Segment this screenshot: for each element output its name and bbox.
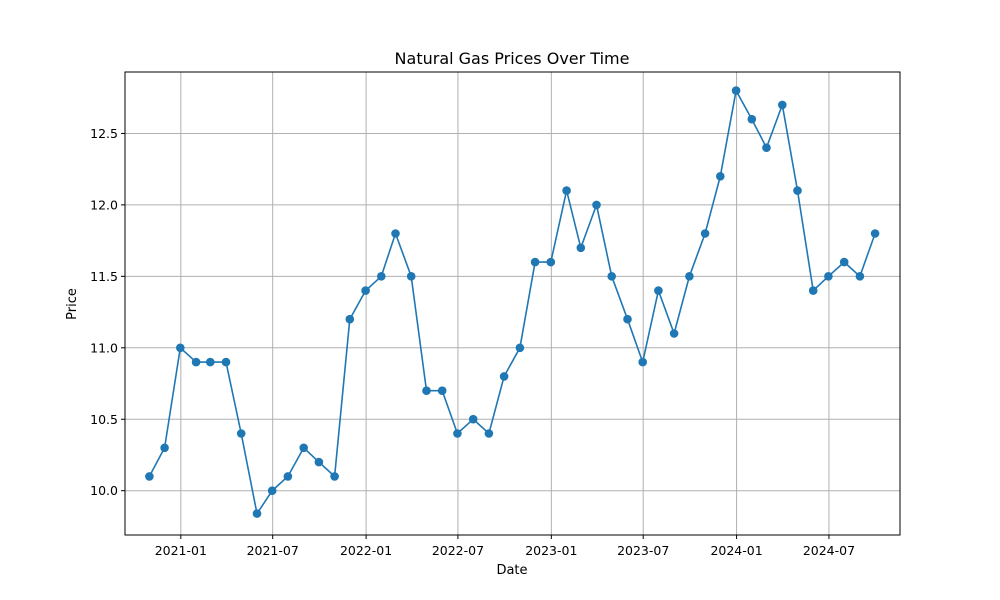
data-point <box>700 229 710 238</box>
data-point <box>377 272 386 281</box>
data-point <box>437 386 447 396</box>
data-point <box>576 243 586 253</box>
data-point <box>206 357 215 367</box>
data-point <box>808 286 818 295</box>
data-point <box>191 357 201 367</box>
data-point <box>453 429 462 438</box>
data-point <box>778 100 787 110</box>
data-point <box>638 357 647 367</box>
series-line <box>148 88 876 516</box>
data-point <box>391 229 400 238</box>
data-point <box>283 472 293 481</box>
data-point <box>252 509 262 518</box>
data-point <box>145 472 154 481</box>
data-point <box>623 314 632 324</box>
data-point <box>422 386 431 396</box>
data-point <box>654 286 663 295</box>
data-point <box>669 329 679 338</box>
y-axis-label: Price <box>65 288 80 320</box>
data-point <box>824 272 833 281</box>
x-axis-label: Date <box>496 563 527 578</box>
data-point <box>562 186 571 195</box>
data-point <box>731 86 741 95</box>
data-point <box>839 257 849 267</box>
grid-lines <box>125 72 900 535</box>
chart-title: Natural Gas Prices Over Time <box>395 49 630 68</box>
data-point <box>299 443 309 453</box>
x-tick-label: 2022-01 <box>340 543 392 558</box>
y-tick-label: 12.5 <box>90 126 118 141</box>
data-point <box>160 443 169 453</box>
plot-frame <box>124 71 901 536</box>
data-point <box>499 372 509 381</box>
data-point <box>484 429 494 438</box>
x-tick-label: 2021-01 <box>155 543 207 558</box>
y-tick-label: 10.0 <box>90 483 118 498</box>
data-points <box>145 86 880 518</box>
data-point <box>267 486 277 496</box>
data-point <box>176 343 185 353</box>
data-point <box>221 357 231 367</box>
x-tick-label: 2021-07 <box>247 543 299 558</box>
data-point <box>716 172 725 181</box>
data-point <box>793 186 802 195</box>
data-point <box>870 229 880 238</box>
data-point <box>685 272 694 281</box>
x-tick-label: 2023-07 <box>617 543 669 558</box>
data-point <box>515 343 525 353</box>
x-tick-label: 2023-01 <box>525 543 577 558</box>
data-point <box>314 457 324 467</box>
y-tick-label: 11.0 <box>90 340 118 355</box>
data-point <box>762 143 771 152</box>
data-point <box>468 414 478 424</box>
data-point <box>855 272 865 281</box>
data-point <box>330 472 339 481</box>
data-point <box>361 286 370 295</box>
axis-ticks: 2021-01 2021-07 2022-01 2022-07 2023-01 2023-… <box>90 126 855 558</box>
y-tick-label: 10.5 <box>90 412 118 427</box>
x-tick-label: 2022-07 <box>432 543 484 558</box>
x-tick-label: 2024-01 <box>710 543 762 558</box>
data-point <box>607 272 616 281</box>
data-point <box>546 257 556 267</box>
data-point <box>530 257 540 267</box>
data-point <box>345 314 355 324</box>
x-tick-label: 2024-07 <box>803 543 855 558</box>
data-point <box>592 200 601 210</box>
y-tick-label: 12.0 <box>90 197 118 212</box>
data-point <box>747 114 757 124</box>
y-tick-label: 11.5 <box>90 269 118 284</box>
data-point <box>406 272 416 281</box>
data-point <box>236 429 246 438</box>
